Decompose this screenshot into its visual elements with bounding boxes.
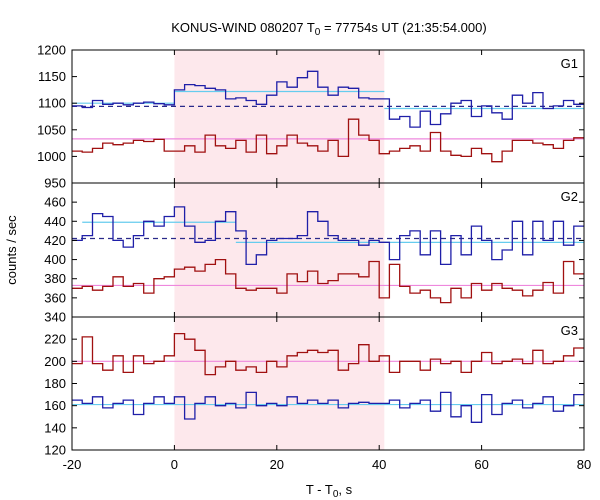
y-tick-label: 400 bbox=[44, 252, 66, 267]
y-tick-label: 1100 bbox=[38, 96, 66, 111]
x-tick-label: -20 bbox=[63, 457, 82, 472]
x-tick-label: 0 bbox=[171, 457, 178, 472]
panel-g1: 950 1000 1050 1100 1150 1200 G1 bbox=[37, 43, 585, 191]
y-tick-label: 1200 bbox=[37, 43, 66, 58]
y-tick-label: 1050 bbox=[37, 122, 66, 137]
panel-content bbox=[72, 332, 584, 423]
y-tick-label: 950 bbox=[44, 176, 66, 191]
y-axis-title: counts / sec bbox=[4, 215, 19, 285]
y-tick-label: 1000 bbox=[37, 149, 66, 164]
panel-g3: 120 140 160 180 200 220 G3 bbox=[44, 316, 585, 458]
panel-content bbox=[72, 206, 584, 304]
y-tick-label: 120 bbox=[44, 443, 66, 458]
panel-label-g1: G1 bbox=[561, 56, 578, 71]
series-blue-g2 bbox=[72, 206, 584, 266]
panel-g2: 340 360 380 400 420 440 460 G2 bbox=[44, 182, 585, 325]
x-tick-label: 80 bbox=[577, 457, 591, 472]
y-tick-label: 180 bbox=[44, 376, 66, 391]
panel-content bbox=[72, 70, 584, 163]
y-tick-label: 460 bbox=[44, 195, 66, 210]
chart-title: KONUS-WIND 080207 T0 = 77754s UT (21:35:… bbox=[171, 20, 486, 38]
y-tick-label: 140 bbox=[44, 420, 66, 435]
y-tick-label: 1150 bbox=[38, 69, 66, 84]
panel-label-g3: G3 bbox=[561, 323, 578, 338]
y-tick-label: 340 bbox=[44, 310, 66, 325]
plot-area: 95010001050110011501200G1340360380400420… bbox=[37, 43, 591, 473]
series-red-g2 bbox=[72, 258, 584, 304]
y-tick-label: 220 bbox=[44, 332, 66, 347]
series-red-g3 bbox=[72, 332, 584, 376]
highlight-interval bbox=[174, 50, 385, 450]
y-tick-label: 360 bbox=[44, 290, 66, 305]
y-tick-label: 380 bbox=[44, 271, 66, 286]
series-blue-g1 bbox=[72, 70, 584, 128]
x-tick-label: 20 bbox=[270, 457, 284, 472]
x-axis-title: T - T0, s bbox=[306, 482, 353, 500]
y-tick-label: 440 bbox=[44, 214, 66, 229]
y-tick-label: 160 bbox=[44, 398, 66, 413]
x-tick-label: 60 bbox=[474, 457, 488, 472]
y-tick-label: 420 bbox=[44, 233, 66, 248]
series-blue-g3 bbox=[72, 391, 584, 423]
y-tick-label: 200 bbox=[44, 354, 66, 369]
series-red-g1 bbox=[72, 118, 584, 163]
x-tick-label: 40 bbox=[372, 457, 386, 472]
panel-label-g2: G2 bbox=[561, 189, 578, 204]
